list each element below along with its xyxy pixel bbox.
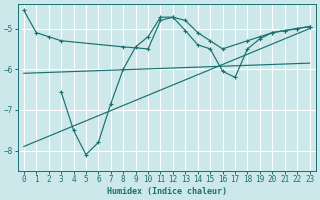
X-axis label: Humidex (Indice chaleur): Humidex (Indice chaleur) xyxy=(107,187,227,196)
